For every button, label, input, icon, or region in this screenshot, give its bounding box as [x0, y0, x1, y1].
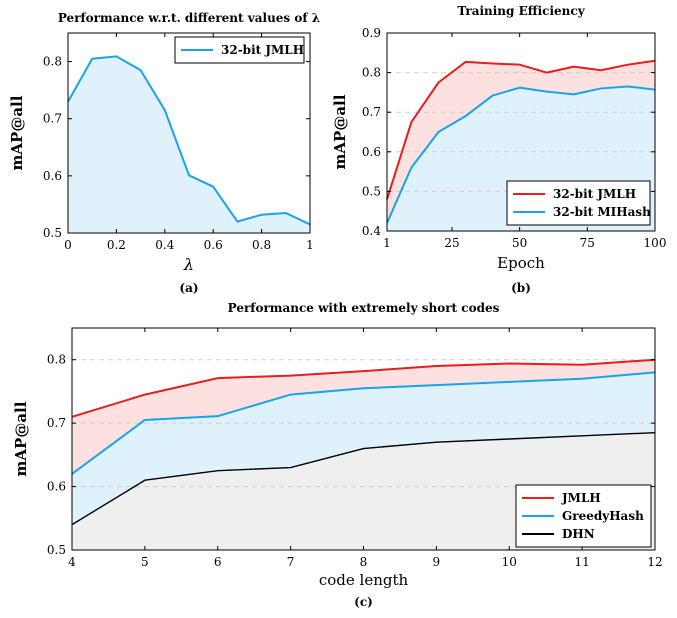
x-axis-label: Epoch	[497, 254, 545, 272]
y-tick-label: 0.5	[43, 226, 62, 240]
y-tick-label: 0.6	[47, 480, 66, 494]
x-tick-label: 11	[574, 555, 589, 569]
x-tick-label: 6	[214, 555, 222, 569]
x-tick-label: 7	[287, 555, 295, 569]
chart-title: Training Efficiency	[457, 4, 585, 18]
y-tick-label: 0.5	[362, 184, 381, 198]
y-tick-label: 0.4	[362, 224, 381, 238]
y-tick-label: 0.8	[47, 353, 66, 367]
x-tick-label: 0.8	[252, 238, 271, 252]
y-tick-label: 0.8	[362, 66, 381, 80]
x-tick-label: 9	[433, 555, 441, 569]
x-tick-label: 25	[444, 236, 459, 250]
legend-label-0: 32-bit JMLH	[553, 187, 636, 201]
subfigure-caption: (b)	[511, 281, 531, 295]
x-tick-label: 8	[360, 555, 368, 569]
y-tick-label: 0.5	[47, 543, 66, 557]
legend-label-2: DHN	[562, 527, 595, 541]
y-axis-label: mAP@all	[8, 95, 26, 170]
y-tick-label: 0.6	[43, 169, 62, 183]
x-axis-label: code length	[319, 571, 409, 589]
axis-frame	[386, 32, 656, 232]
axis-frame	[67, 32, 311, 234]
area-fill-a-0	[68, 56, 310, 233]
x-tick-label: 10	[502, 555, 517, 569]
x-tick-label: 5	[141, 555, 149, 569]
legend: 32-bit JMLH 32-bit MIHash	[506, 180, 651, 226]
x-tick-label: 4	[68, 555, 76, 569]
legend-label-0: JMLH	[561, 491, 601, 505]
chart-title: Performance w.r.t. different values of λ	[58, 11, 320, 25]
area-fill-c-2	[72, 432, 655, 550]
y-tick-label: 0.7	[362, 105, 381, 119]
x-tick-label: 100	[644, 236, 667, 250]
y-tick-label: 0.9	[362, 26, 381, 40]
y-axis-label: mAP@all	[331, 94, 349, 169]
y-tick-label: 0.8	[43, 55, 62, 69]
x-tick-label: 75	[580, 236, 595, 250]
x-tick-label: 1	[383, 236, 391, 250]
y-axis-label: mAP@all	[12, 401, 30, 476]
legend-label-1: GreedyHash	[562, 509, 644, 523]
chart-b: 1 25 50 75 100 0.4 0.5 0.6 0.7 0.8 0.9 Training Eff…	[331, 4, 666, 295]
x-tick-label: 50	[512, 236, 527, 250]
legend-label-1: 32-bit MIHash	[553, 205, 651, 219]
legend: 32-bit JMLH	[174, 36, 305, 64]
x-axis-label: λ	[183, 255, 194, 274]
x-tick-label: 0.4	[155, 238, 174, 252]
x-tick-label: 0.6	[204, 238, 223, 252]
x-tick-label: 12	[647, 555, 662, 569]
chart-c: 4 5 6 7 8 9 10 11 12 0.5 0.6 0.7 0.8 Performance with…	[12, 301, 663, 609]
y-tick-label: 0.7	[47, 416, 66, 430]
chart-title: Performance with extremely short codes	[228, 301, 500, 315]
y-tick-label: 0.6	[362, 145, 381, 159]
legend: JMLH GreedyHash DHN	[515, 484, 652, 548]
x-tick-label: 1	[306, 238, 314, 252]
legend-label-0: 32-bit JMLH	[221, 43, 304, 57]
chart-a: 0 0.2 0.4 0.6 0.8 1 0.5 0.6 0.7 0.8 Performance w.…	[8, 11, 320, 295]
x-tick-label: 0	[64, 238, 72, 252]
legend-box	[506, 180, 651, 226]
y-tick-label: 0.7	[43, 112, 62, 126]
x-tick-label: 0.2	[107, 238, 126, 252]
subfigure-caption: (a)	[179, 281, 198, 295]
subfigure-caption: (c)	[354, 595, 373, 609]
